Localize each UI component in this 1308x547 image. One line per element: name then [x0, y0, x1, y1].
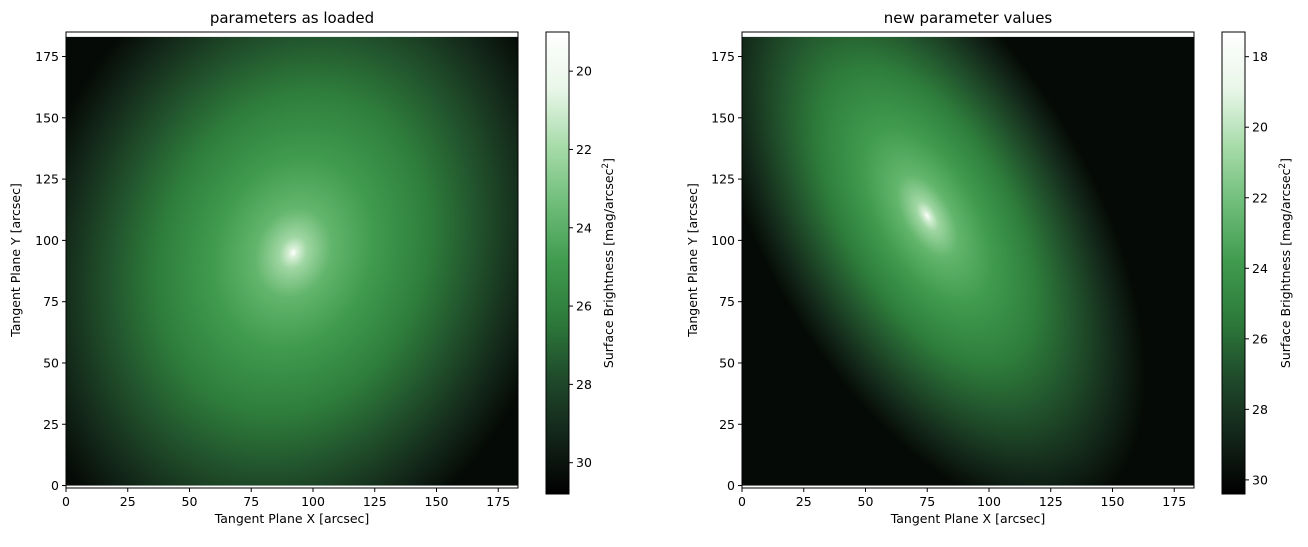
axes-frame — [741, 31, 1195, 489]
x-tick-label: 25 — [796, 494, 812, 509]
y-tick-label: 175 — [711, 49, 735, 64]
x-tick-label: 75 — [243, 494, 259, 509]
x-tick-label: 75 — [919, 494, 935, 509]
x-tick-label: 100 — [977, 494, 1001, 509]
x-tick-label: 50 — [858, 494, 874, 509]
colorbar-tick-label: 30 — [1252, 472, 1268, 487]
y-tick-label: 25 — [43, 417, 59, 432]
colorbar-tick-label: 28 — [576, 377, 592, 392]
x-tick-label: 150 — [1101, 494, 1125, 509]
panel-1: 0 25 50 75 100 125 150 175 0 25 50 75 100 125 150 175 pa… — [8, 9, 616, 526]
y-tick-label: 0 — [727, 478, 735, 493]
y-tick-label: 100 — [35, 233, 59, 248]
colorbar-tick-label: 22 — [1252, 190, 1268, 205]
x-tick-label: 0 — [738, 494, 746, 509]
axes-frame — [65, 31, 519, 489]
y-tick-label: 75 — [719, 294, 735, 309]
y-axis-label: Tangent Plane Y [arcsec] — [685, 183, 700, 338]
x-tick-label: 50 — [182, 494, 198, 509]
x-tick-label: 125 — [1039, 494, 1063, 509]
y-tick-label: 150 — [35, 110, 59, 125]
x-tick-label: 0 — [62, 494, 70, 509]
x-tick-label: 175 — [1162, 494, 1186, 509]
colorbar — [1221, 31, 1246, 495]
heatmap-image — [66, 36, 518, 486]
x-tick-label: 100 — [301, 494, 325, 509]
y-tick-label: 50 — [43, 355, 59, 370]
colorbar-tick-label: 18 — [1252, 49, 1268, 64]
y-tick-label: 50 — [719, 355, 735, 370]
colorbar-tick-label: 24 — [576, 220, 592, 235]
panel-2: 0 25 50 75 100 125 150 175 0 25 50 75 100 125 150 175 ne… — [685, 9, 1293, 526]
y-tick-label: 175 — [35, 49, 59, 64]
y-tick-label: 75 — [43, 294, 59, 309]
colorbar-label: Surface Brightness [mag/arcsec2] — [601, 158, 616, 368]
chart-title: parameters as loaded — [210, 9, 374, 27]
colorbar-label: Surface Brightness [mag/arcsec2] — [1278, 158, 1293, 368]
y-tick-label: 0 — [51, 478, 59, 493]
x-tick-label: 150 — [425, 494, 449, 509]
y-tick-label: 150 — [711, 110, 735, 125]
chart-title: new parameter values — [884, 9, 1053, 27]
y-tick-label: 125 — [35, 172, 59, 187]
colorbar — [545, 31, 570, 495]
x-axis-label: Tangent Plane X [arcsec] — [214, 511, 370, 526]
y-axis-label: Tangent Plane Y [arcsec] — [8, 183, 23, 338]
y-tick-label: 125 — [711, 172, 735, 187]
y-tick-label: 100 — [711, 233, 735, 248]
heatmap-image — [742, 36, 1194, 486]
colorbar-tick-label: 30 — [576, 455, 592, 470]
x-tick-label: 25 — [120, 494, 136, 509]
colorbar-tick-label: 26 — [576, 299, 592, 314]
colorbar-tick-label: 20 — [576, 64, 592, 79]
colorbar-tick-label: 26 — [1252, 331, 1268, 346]
colorbar-tick-label: 24 — [1252, 261, 1268, 276]
x-tick-label: 175 — [486, 494, 510, 509]
x-axis-label: Tangent Plane X [arcsec] — [890, 511, 1046, 526]
colorbar-tick-label: 20 — [1252, 120, 1268, 135]
colorbar-tick-label: 28 — [1252, 402, 1268, 417]
y-tick-label: 25 — [719, 417, 735, 432]
x-tick-label: 125 — [363, 494, 387, 509]
colorbar-tick-label: 22 — [576, 142, 592, 157]
